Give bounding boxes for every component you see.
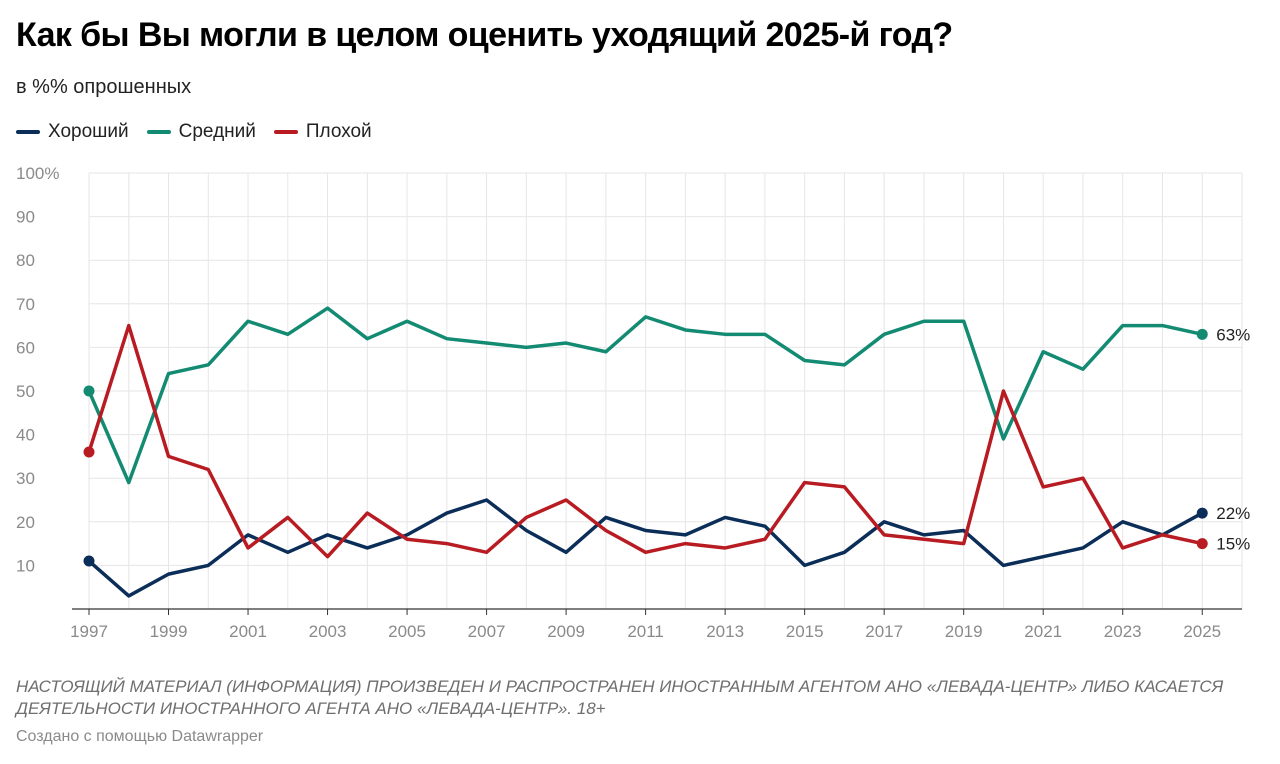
x-tick-label: 2001 xyxy=(229,622,267,641)
x-tick-label: 1999 xyxy=(150,622,188,641)
y-tick-label: 70 xyxy=(16,295,35,314)
series-end-point-bad xyxy=(1196,538,1208,550)
legend-label-bad: Плохой xyxy=(305,121,372,142)
legend-label-average: Средний xyxy=(178,121,256,142)
x-tick-label: 2011 xyxy=(627,622,664,641)
chart-subtitle: в %% опрошенных xyxy=(16,76,192,98)
series-line-average xyxy=(87,306,1204,485)
legend-item-good: Хороший xyxy=(16,121,129,143)
y-tick-label: 100% xyxy=(16,164,59,183)
label-layer: 22% 63% 15% xyxy=(1216,325,1250,553)
y-tick-label: 30 xyxy=(16,469,35,488)
line-chart: 10 20 30 40 50 60 70 80 90 100% 1997 1999 2001 2003 20… xyxy=(16,164,1250,641)
x-tick-label: 2003 xyxy=(309,622,347,641)
legend: Хороший Средний Плохой xyxy=(16,121,372,143)
end-label-good: 22% xyxy=(1216,504,1250,523)
y-tick-label: 80 xyxy=(16,251,35,270)
x-tick-label: 2009 xyxy=(547,622,585,641)
x-tick-label: 2005 xyxy=(388,622,426,641)
end-label-average: 63% xyxy=(1216,325,1250,344)
x-tick-label: 2017 xyxy=(865,622,903,641)
legend-item-bad: Плохой xyxy=(273,121,372,143)
disclaimer-text: НАСТОЯЩИЙ МАТЕРИАЛ (ИНФОРМАЦИЯ) ПРОИЗВЕД… xyxy=(16,677,1224,718)
series-layer xyxy=(83,306,1208,598)
series-line-good xyxy=(87,498,1204,598)
grid-layer xyxy=(88,172,1243,609)
x-tick-label: 2019 xyxy=(945,622,983,641)
series-start-point-bad xyxy=(83,446,95,458)
x-tick-label: 2021 xyxy=(1024,622,1062,641)
axis-layer: 10 20 30 40 50 60 70 80 90 100% 1997 1999 2001 2003 20… xyxy=(16,164,1242,641)
legend-label-good: Хороший xyxy=(48,121,129,142)
x-tick-label: 2025 xyxy=(1183,622,1221,641)
series-end-point-good xyxy=(1196,507,1208,519)
x-tick-label: 2023 xyxy=(1104,622,1142,641)
legend-swatch-good xyxy=(16,130,40,134)
chart-title: Как бы Вы могли в целом оценить уходящий… xyxy=(16,16,953,54)
end-label-bad: 15% xyxy=(1216,535,1250,554)
y-tick-label: 50 xyxy=(16,382,35,401)
series-start-point-good xyxy=(83,555,95,567)
y-tick-label: 10 xyxy=(16,556,35,575)
legend-item-average: Средний xyxy=(146,121,256,143)
credit-text: Создано с помощью Datawrapper xyxy=(16,728,264,745)
series-line-bad xyxy=(87,323,1204,559)
legend-swatch-average xyxy=(146,130,171,134)
x-tick-label: 2015 xyxy=(786,622,824,641)
x-tick-label: 1997 xyxy=(70,622,108,641)
series-end-point-average xyxy=(1196,328,1208,340)
y-tick-label: 40 xyxy=(16,426,35,445)
y-tick-label: 20 xyxy=(16,513,35,532)
legend-swatch-bad xyxy=(273,130,298,134)
series-start-point-average xyxy=(83,385,95,397)
y-tick-label: 60 xyxy=(16,338,35,357)
y-tick-label: 90 xyxy=(16,208,35,227)
x-tick-label: 2013 xyxy=(706,622,744,641)
x-tick-label: 2007 xyxy=(468,622,506,641)
